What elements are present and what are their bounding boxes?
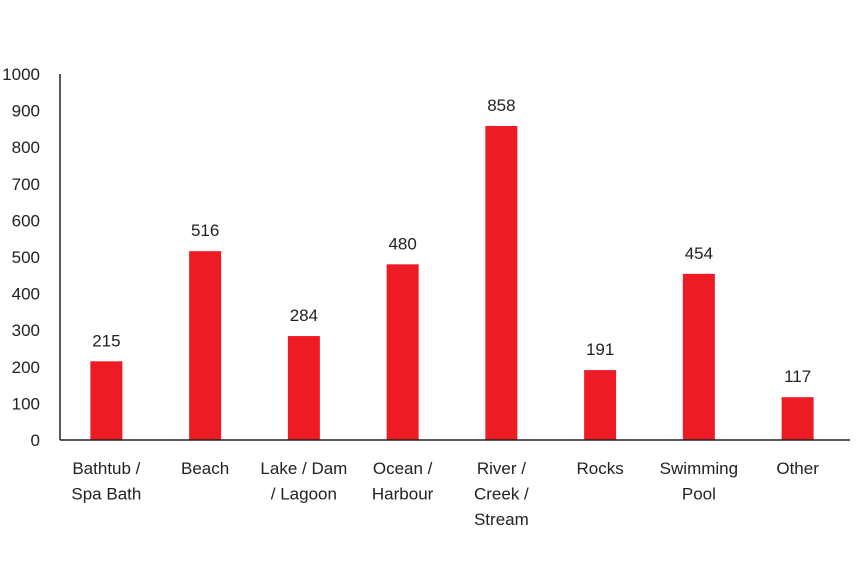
category-label-line: Pool <box>682 485 716 504</box>
y-axis: 0 100 200 300 400 500 600 700 800 900 1000 <box>2 65 61 450</box>
bar <box>682 273 715 440</box>
category-label: Rocks <box>577 459 624 478</box>
category-label-line: Rocks <box>577 459 624 478</box>
y-tick-label: 500 <box>12 248 40 267</box>
category-label: Ocean / Harbour <box>372 459 434 504</box>
bar <box>584 370 617 440</box>
category-label-line: Harbour <box>372 485 434 504</box>
y-tick-label: 700 <box>12 175 40 194</box>
category-label: Other <box>776 459 819 478</box>
y-tick-label: 600 <box>12 211 40 230</box>
category-label-line: / Lagoon <box>271 485 337 504</box>
bar <box>485 125 518 441</box>
y-tick-label: 400 <box>12 285 40 304</box>
y-tick-label: 800 <box>12 138 40 157</box>
data-label: 858 <box>487 96 515 115</box>
bar <box>287 336 320 440</box>
category-label-line: Beach <box>181 459 229 478</box>
category-label: Swimming Pool <box>660 459 738 504</box>
data-label: 284 <box>290 306 318 325</box>
data-label: 191 <box>586 340 614 359</box>
y-tick-label: 300 <box>12 321 40 340</box>
bar <box>189 251 222 440</box>
y-tick-label: 200 <box>12 358 40 377</box>
data-label: 117 <box>784 367 811 386</box>
y-tick-label: 1000 <box>2 65 40 84</box>
bars <box>90 125 814 441</box>
category-label: Lake / Dam / Lagoon <box>260 459 347 504</box>
category-label: River / Creek / Stream <box>474 459 529 529</box>
y-tick-label: 100 <box>12 394 40 413</box>
category-label: Bathtub / Spa Bath <box>71 459 141 504</box>
category-label: Beach <box>181 459 229 478</box>
category-label-line: Creek / <box>474 485 529 504</box>
category-label-line: Bathtub / <box>72 459 140 478</box>
bar <box>90 361 123 440</box>
data-label: 215 <box>92 331 120 350</box>
category-label-line: Spa Bath <box>71 485 141 504</box>
data-label: 516 <box>191 221 219 240</box>
bar <box>781 397 814 440</box>
category-label-line: Other <box>776 459 819 478</box>
y-tick-label: 0 <box>31 431 40 450</box>
category-label-line: Stream <box>474 510 529 529</box>
category-label-line: River / <box>477 459 526 478</box>
data-label: 480 <box>388 234 416 253</box>
x-axis: Bathtub / Spa Bath Beach Lake / Dam / Lagoon… <box>60 439 850 529</box>
y-tick-label: 900 <box>12 102 40 121</box>
category-label-line: Swimming <box>660 459 738 478</box>
bar <box>386 264 419 440</box>
data-labels: 215 516 284 480 858 191 454 117 <box>92 96 811 386</box>
category-label-line: Ocean / <box>373 459 433 478</box>
category-label-line: Lake / Dam <box>260 459 347 478</box>
data-label: 454 <box>685 244 713 263</box>
